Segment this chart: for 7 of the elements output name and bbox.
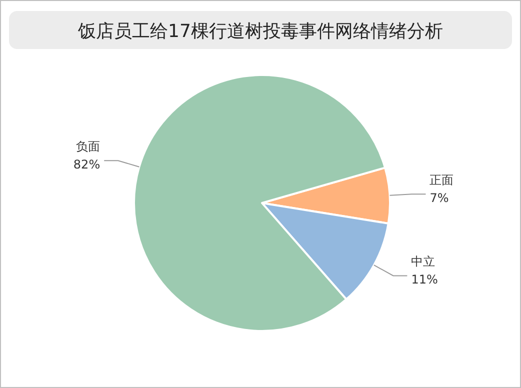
data-label: 11% <box>411 272 438 287</box>
slice-label: 中立 <box>411 254 436 269</box>
chart-title: 饭店员工给17棵行道树投毒事件网络情绪分析 <box>77 21 443 42</box>
slice-label: 正面 <box>430 173 454 188</box>
slice-label: 负面 <box>76 140 100 154</box>
data-label: 7% <box>430 191 449 206</box>
data-label: 82% <box>73 158 100 172</box>
